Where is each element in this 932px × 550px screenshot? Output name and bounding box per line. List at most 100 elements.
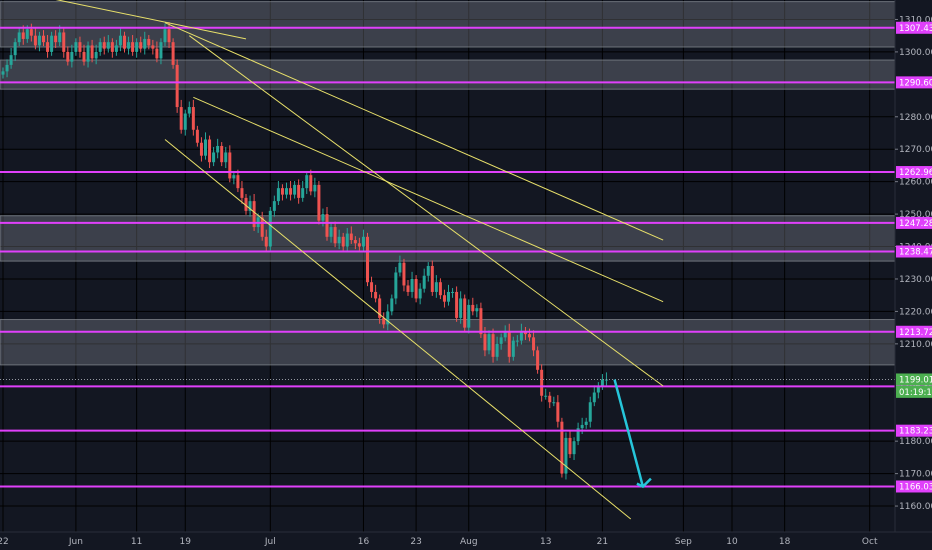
candle-body <box>110 42 114 52</box>
candle-body <box>25 29 29 39</box>
candle-body <box>325 214 329 237</box>
candle-body <box>123 35 126 49</box>
candle-body <box>268 210 272 247</box>
candle-body <box>252 201 256 228</box>
candle-body <box>511 340 515 357</box>
candle-body <box>183 113 187 130</box>
candle-body <box>361 236 365 247</box>
level-label: 1183.234 <box>899 427 932 437</box>
candle-body <box>317 184 321 221</box>
candle-body <box>118 35 122 46</box>
price-axis-label: 1300.000 <box>899 48 932 58</box>
candle-body <box>410 278 414 292</box>
trendline <box>55 0 247 40</box>
time-axis-label: 16 <box>358 537 370 547</box>
current-price-label: 1199.019 <box>899 375 932 385</box>
candle-body <box>487 334 491 351</box>
candle-body <box>13 42 17 56</box>
time-axis-panel <box>0 532 932 550</box>
candle-body <box>329 227 333 237</box>
candle-body <box>313 184 317 192</box>
time-axis-label: 21 <box>597 537 608 547</box>
sr-zone <box>0 319 896 366</box>
candle-body <box>422 275 426 289</box>
time-axis-label: 11 <box>131 537 142 547</box>
candle-body <box>212 152 216 163</box>
candle-body <box>94 51 98 59</box>
candle-body <box>337 236 341 244</box>
candle-body <box>515 340 519 342</box>
candle-body <box>507 330 511 357</box>
trendline <box>164 22 664 241</box>
candle-body <box>46 42 50 52</box>
candle-body <box>216 145 220 153</box>
candle-body <box>382 317 386 325</box>
candle-body <box>398 262 402 273</box>
candle-body <box>285 188 288 195</box>
price-axis-label: 1160.000 <box>899 502 932 512</box>
level-label: 1238.471 <box>899 247 932 257</box>
candle-body <box>592 392 596 403</box>
candle-body <box>341 236 345 247</box>
candle-body <box>479 308 483 335</box>
candle-body <box>544 395 548 397</box>
candle-body <box>21 32 25 39</box>
candle-body <box>135 42 139 52</box>
candle-body <box>568 437 572 455</box>
candle-body <box>499 337 503 344</box>
candle-body <box>402 262 406 286</box>
price-axis-label: 1250.000 <box>899 210 932 220</box>
candle-body <box>29 29 33 36</box>
candle-body <box>276 188 280 202</box>
candle-body <box>386 311 390 325</box>
candle-body <box>378 298 382 318</box>
candle-body <box>353 240 357 244</box>
candle-body <box>455 291 459 318</box>
candle-body <box>596 386 600 393</box>
level-label: 1247.282 <box>899 219 932 229</box>
candle-body <box>50 35 54 52</box>
time-axis-label: 13 <box>540 537 551 547</box>
countdown-box <box>896 385 932 398</box>
candle-body <box>74 42 78 52</box>
candle-body <box>483 334 487 351</box>
level-label: 1213.725 <box>899 328 932 338</box>
candle-body <box>519 330 523 341</box>
time-axis-label: 18 <box>779 537 791 547</box>
price-axis-panel <box>895 0 932 550</box>
candle-body <box>301 188 305 198</box>
level-label-box <box>896 325 932 338</box>
candle-body <box>159 42 163 59</box>
candle-body <box>345 233 349 247</box>
candle-body <box>240 188 244 198</box>
time-axis-label: Aug <box>460 537 478 547</box>
price-axis-label: 1280.000 <box>899 113 932 123</box>
candle-body <box>127 42 131 49</box>
countdown-label: 01:19:14 <box>899 388 932 398</box>
candle-body <box>204 139 207 156</box>
candle-body <box>78 42 82 52</box>
candle-body <box>70 51 74 62</box>
level-label: 1262.966 <box>899 168 932 178</box>
candle-body <box>264 236 268 247</box>
candle-body <box>131 42 135 52</box>
candle-body <box>333 227 337 244</box>
candle-body <box>297 184 301 198</box>
candle-body <box>86 45 90 62</box>
projection-arrow-head <box>636 477 652 489</box>
candle-body <box>459 298 463 318</box>
candle-body <box>102 42 106 49</box>
level-label-box <box>896 216 932 229</box>
price-axis-label: 1260.000 <box>899 178 932 188</box>
current-price-box <box>896 373 932 386</box>
candle-body <box>147 38 151 46</box>
candle-body <box>374 291 378 299</box>
candle-body <box>171 42 175 65</box>
candle-body <box>528 334 531 338</box>
candle-body <box>293 184 297 195</box>
candle-body <box>467 304 471 328</box>
trendline <box>189 35 664 387</box>
trendline <box>193 96 664 303</box>
